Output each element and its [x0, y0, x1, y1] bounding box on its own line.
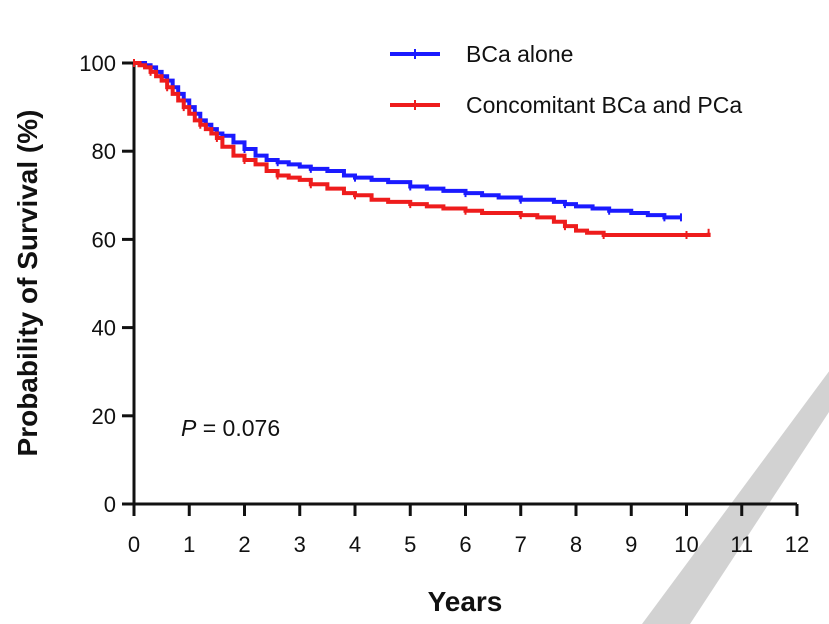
legend-label: BCa alone [466, 41, 573, 67]
x-tick-label: 11 [730, 532, 753, 557]
x-tick-label: 9 [625, 532, 637, 557]
y-axis-title: Probability of Survival (%) [12, 110, 43, 457]
x-tick-label: 10 [674, 532, 698, 557]
y-tick-label: 100 [79, 51, 116, 76]
y-tick-label: 60 [92, 227, 116, 252]
y-tick-label: 40 [92, 316, 116, 341]
watermark-stripe [642, 371, 829, 624]
x-tick-label: 4 [349, 532, 361, 557]
x-tick-label: 7 [515, 532, 527, 557]
p-value-annotation: P = 0.076 [181, 415, 280, 441]
p-symbol: P [181, 415, 197, 441]
series-layer [133, 59, 711, 239]
x-tick-label: 8 [570, 532, 582, 557]
x-tick-label: 1 [183, 532, 195, 557]
legend: BCa alone Concomitant BCa and PCa [390, 41, 742, 118]
p-value-text: = 0.076 [196, 415, 280, 441]
y-tick-label: 0 [104, 492, 116, 517]
x-tick-label: 5 [404, 532, 416, 557]
y-ticks: 0 20 40 60 80 100 [79, 51, 134, 517]
x-tick-label: 2 [238, 532, 250, 557]
x-axis-title: Years [428, 586, 503, 617]
x-tick-label: 3 [294, 532, 306, 557]
x-ticks: 0 1 2 3 4 5 6 7 8 9 10 11 12 [128, 504, 809, 557]
y-tick-label: 80 [92, 139, 116, 164]
series-line-2 [134, 61, 711, 237]
x-tick-label: 6 [459, 532, 471, 557]
y-tick-label: 20 [92, 404, 116, 429]
legend-label: Concomitant BCa and PCa [466, 92, 742, 118]
x-tick-label: 0 [128, 532, 140, 557]
x-tick-label: 12 [785, 532, 809, 557]
